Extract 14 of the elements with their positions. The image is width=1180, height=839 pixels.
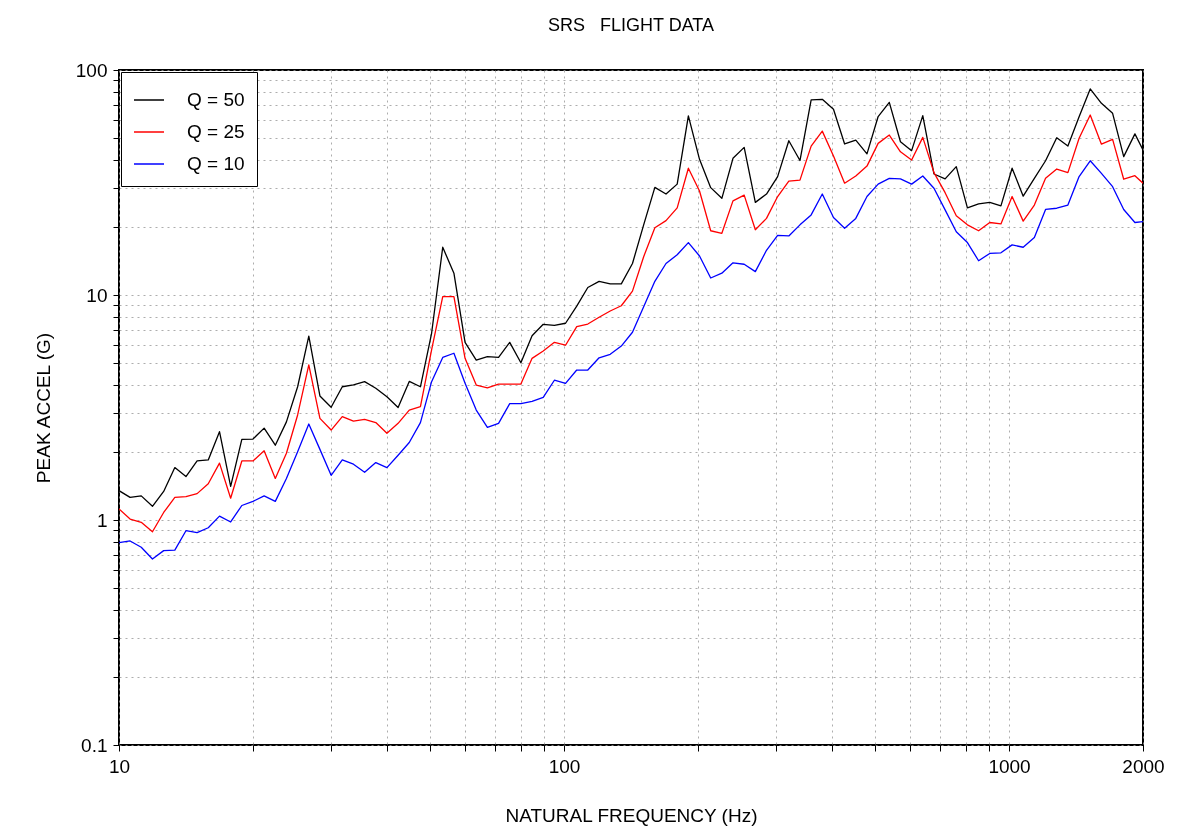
chart-title: SRS FLIGHT DATA bbox=[547, 15, 715, 35]
y-tick-label: 0.1 bbox=[81, 734, 108, 756]
x-axis-title: NATURAL FREQUENCY (Hz) bbox=[505, 804, 758, 826]
y-axis-title: PEAK ACCEL (G) bbox=[32, 332, 54, 484]
y-tick-label: 100 bbox=[75, 59, 108, 81]
legend-label: Q = 50 bbox=[187, 89, 245, 110]
x-tick-label: 2000 bbox=[1122, 755, 1165, 777]
y-tick-label: 1 bbox=[96, 509, 108, 531]
x-tick-label: 10 bbox=[108, 755, 131, 777]
y-tick-label: 10 bbox=[86, 284, 108, 306]
legend-label: Q = 25 bbox=[187, 121, 245, 142]
legend-label: Q = 10 bbox=[187, 153, 245, 174]
x-tick-label: 100 bbox=[548, 755, 581, 777]
x-tick-label: 1000 bbox=[988, 755, 1031, 777]
